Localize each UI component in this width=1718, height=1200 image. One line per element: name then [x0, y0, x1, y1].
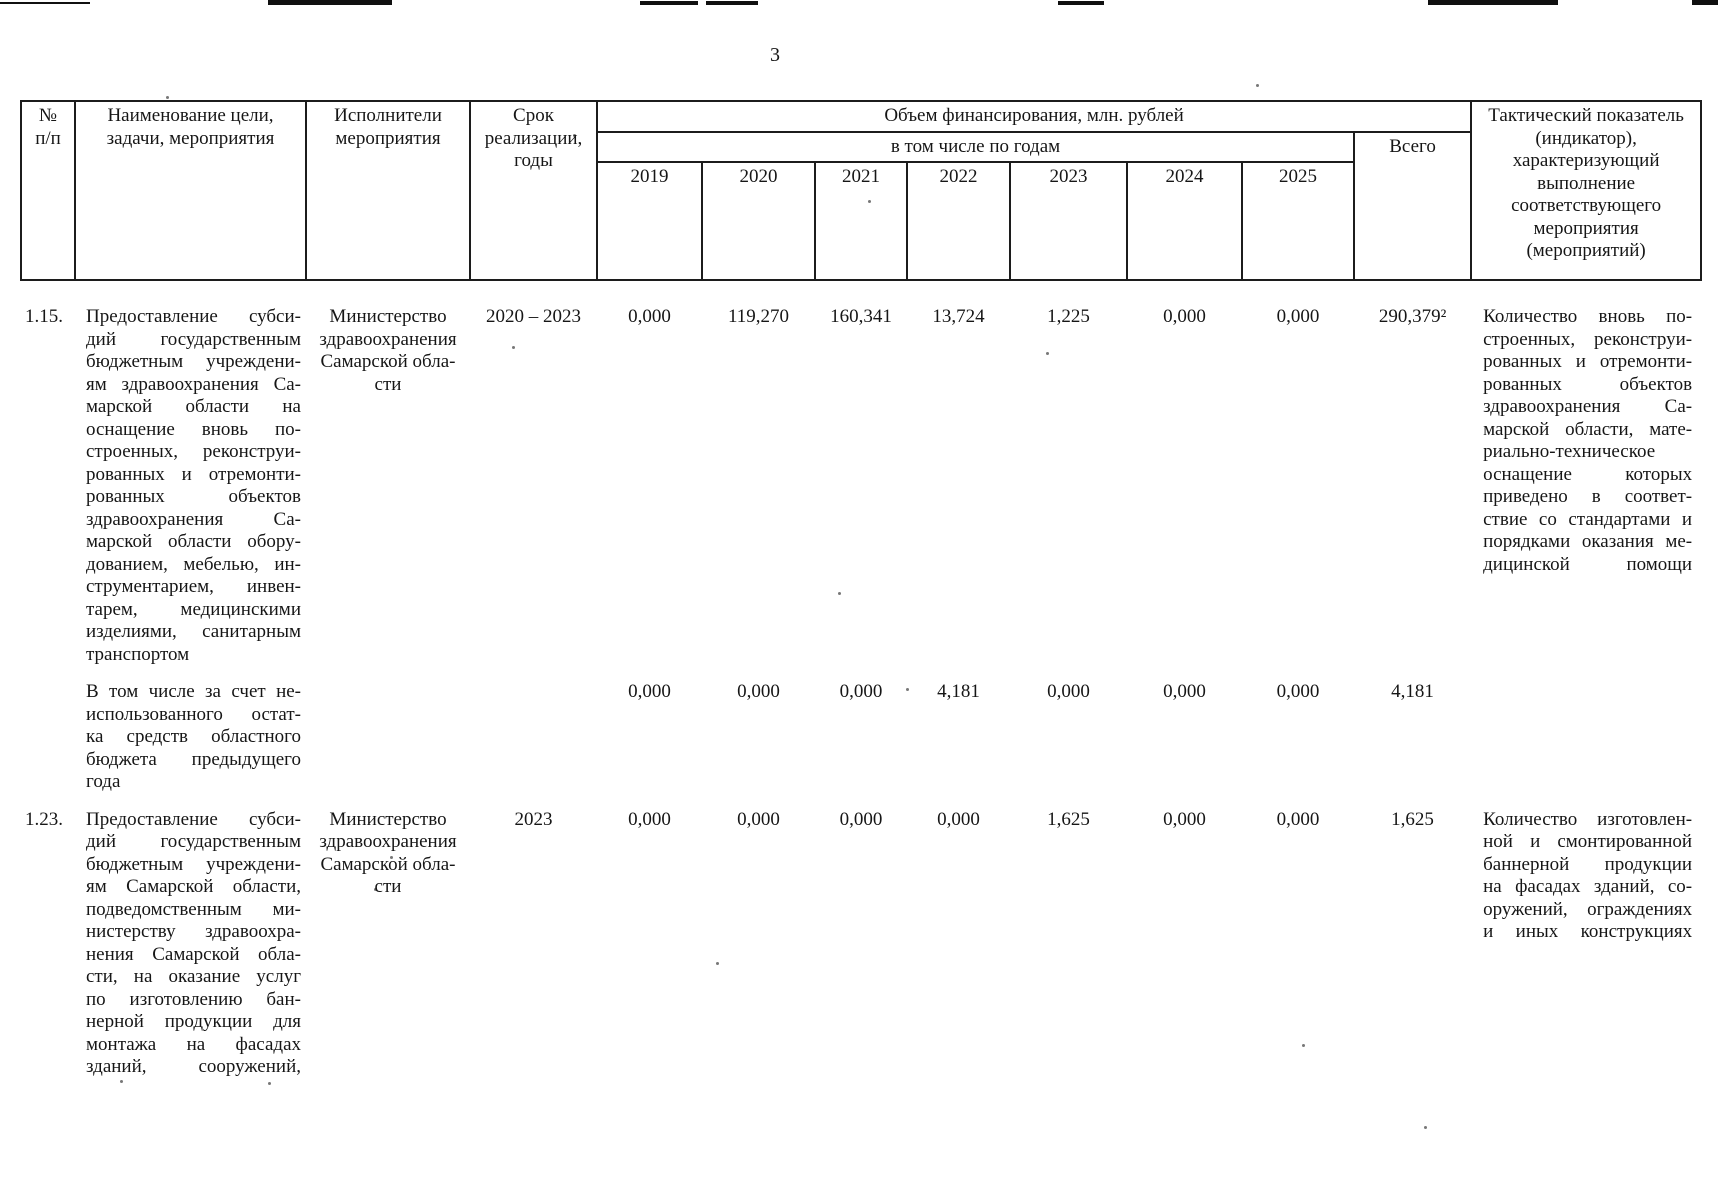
table-row-1-15-remainder: В том числе за счет не- использованного …: [21, 666, 1701, 794]
scan-speck: [1046, 352, 1049, 355]
financing-table: № п/п Наименование цели, задачи, меропри…: [20, 100, 1703, 1079]
scan-line-segment: [0, 2, 90, 4]
scan-line-segment: [1428, 0, 1558, 5]
scan-speck: [838, 592, 841, 595]
header-year-2023: 2023: [1009, 161, 1128, 281]
header-col-executors: Исполнители мероприятия: [305, 100, 471, 281]
row-term: 2023: [514, 808, 553, 830]
row-value-2025: 0,000: [1276, 681, 1320, 702]
scan-speck: [268, 1082, 271, 1085]
scan-line-segment: [1692, 0, 1718, 5]
row-indicator: Количество вновь по- строенных, реконстр…: [1483, 306, 1693, 575]
scan-speck: [1424, 1126, 1427, 1129]
row-number: [21, 666, 75, 794]
row-value-2020: 0,000: [737, 808, 780, 830]
row-term: 2020 – 2023: [486, 306, 581, 327]
scan-line-segment: [1058, 1, 1104, 5]
row-value-2019: 0,000: [628, 681, 671, 702]
table-row-1-15: 1.15. Предоставление субси- дий государс…: [21, 280, 1701, 666]
row-value-2022: 4,181: [937, 681, 980, 702]
scan-speck: [120, 1080, 123, 1083]
row-value-2024: 0,000: [1163, 681, 1206, 702]
row-value-2023: 1,225: [1047, 306, 1090, 327]
row-measure-name: В том числе за счет не- использованного …: [86, 681, 301, 792]
row-value-2020: 119,270: [727, 306, 790, 327]
scan-speck: [1302, 1044, 1305, 1047]
row-value-2021: 0,000: [839, 808, 883, 830]
row-measure-name: Предоставление субси- дий государственны…: [86, 808, 301, 1078]
header-col-total: Всего: [1352, 130, 1473, 281]
row-value-2019: 0,000: [628, 306, 671, 327]
row-value-2024: 0,000: [1163, 808, 1206, 830]
row-indicator: Количество изготовлен- ной и смонтирован…: [1483, 808, 1693, 943]
row-value-2020: 0,000: [737, 681, 780, 702]
scan-speck: [374, 888, 377, 891]
scan-speck: [512, 346, 515, 349]
header-col-name: Наименование цели, задачи, мероприятия: [74, 100, 307, 281]
scan-line-segment: [706, 1, 758, 5]
header-year-2022: 2022: [906, 161, 1011, 281]
header-financing: Объем финансирования, млн. рублей: [595, 100, 1473, 133]
row-executor: Министерство здравоохранения Самарской о…: [319, 306, 457, 395]
table-row-1-23: 1.23. Предоставление субси- дий государс…: [21, 794, 1701, 1079]
row-value-2019: 0,000: [628, 808, 671, 830]
row-number: 1.15.: [25, 306, 63, 327]
header-col-term: Срок реализации, годы: [469, 100, 598, 281]
page-number: 3: [770, 44, 781, 66]
row-value-2021: 0,000: [839, 681, 883, 702]
scan-speck: [166, 96, 169, 99]
row-indicator: [1471, 666, 1701, 794]
row-total: 4,181: [1391, 681, 1434, 702]
row-value-2024: 0,000: [1163, 306, 1206, 327]
scan-line-segment: [268, 0, 392, 5]
row-executor: Министерство здравоохранения Самарской о…: [319, 808, 457, 898]
header-col-indicator: Тактический показатель (индикатор), хара…: [1470, 100, 1703, 281]
row-total: 1,625: [1391, 808, 1434, 830]
scan-speck: [390, 856, 393, 859]
scan-line-segment: [640, 1, 698, 5]
row-value-2022: 13,724: [932, 306, 985, 327]
row-value-2023: 0,000: [1047, 681, 1090, 702]
header-col-number: № п/п: [20, 100, 76, 281]
row-number: 1.23.: [25, 808, 63, 830]
header-year-2019: 2019: [596, 161, 703, 281]
row-executor: [306, 666, 470, 794]
row-total: 290,379²: [1378, 306, 1447, 327]
header-year-2021: 2021: [814, 161, 908, 281]
row-value-2021: 160,341: [830, 306, 892, 327]
row-term: [470, 666, 597, 794]
row-value-2025: 0,000: [1276, 306, 1320, 327]
row-value-2023: 1,625: [1047, 808, 1090, 830]
header-year-2020: 2020: [701, 161, 816, 281]
row-value-2025: 0,000: [1276, 808, 1320, 830]
header-year-2024: 2024: [1126, 161, 1243, 281]
row-value-2022: 0,000: [937, 808, 980, 830]
scan-speck: [1256, 84, 1259, 87]
row-measure-name: Предоставление субси- дий государственны…: [86, 306, 301, 665]
scan-speck: [716, 962, 719, 965]
scan-speck: [906, 688, 909, 691]
header-by-years: в том числе по годам: [596, 130, 1355, 163]
header-year-2025: 2025: [1241, 161, 1355, 281]
